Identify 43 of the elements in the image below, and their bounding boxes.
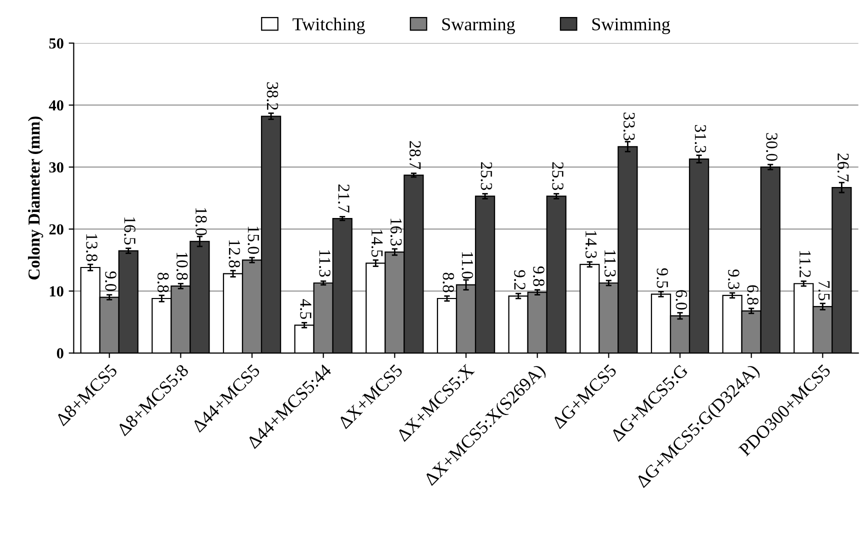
data-label: 9.8 [533,266,544,286]
data-label: 11.3 [319,250,330,277]
data-label: 12.8 [228,240,240,268]
y-tick-label: 10 [50,286,64,297]
y-tick-label: 0 [56,348,64,358]
data-label: 9.3 [728,270,740,290]
data-label: 11.2 [799,250,811,278]
data-label: 28.7 [409,141,421,170]
legend-label: Swimming [592,18,670,34]
data-label: 21.7 [338,184,350,212]
y-tick-label: 20 [49,224,64,235]
data-label: 25.3 [480,162,492,190]
y-tick-label: 40 [48,100,64,111]
data-label: 10.8 [176,252,188,280]
data-label: 11.0 [462,252,474,279]
data-label: 14.5 [371,230,383,257]
data-label: 15.0 [248,226,260,254]
data-label: 16.5 [124,217,136,245]
data-label: 18.0 [195,208,207,236]
data-label: 7.5 [818,281,830,300]
data-label: 9.2 [514,270,526,290]
data-label: 38.2 [266,82,278,110]
data-label: 16.3 [390,218,402,246]
data-label: 4.5 [300,299,312,319]
data-label: 25.3 [552,162,564,190]
data-label: 8.8 [442,272,454,292]
y-tick-label: 50 [49,38,64,49]
data-label: 14.3 [585,231,597,258]
legend-label: Twitching [292,18,365,34]
data-label: 33.3 [623,112,635,140]
legend-label: Swarming [442,18,515,34]
data-label: 30.0 [766,133,778,161]
data-label: 6.8 [747,285,758,305]
data-label: 8.8 [157,272,169,292]
data-label: 9.0 [105,271,116,292]
data-label: 13.8 [86,234,98,262]
data-label: 11.3 [604,250,616,277]
data-label: 9.5 [656,268,668,288]
data-label: 31.3 [694,125,706,153]
data-label: 6.0 [676,290,688,310]
data-label: 26.7 [837,154,849,182]
y-tick-label: 30 [49,162,64,173]
y-axis-title: Colony Diameter (mm) [28,116,44,280]
